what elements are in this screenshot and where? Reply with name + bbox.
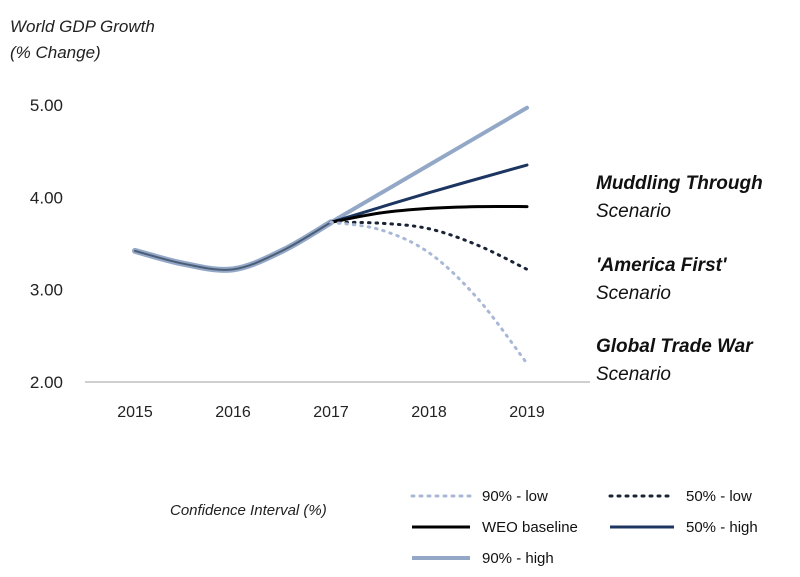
legend-item-90-high: 90% - high — [410, 548, 554, 568]
x-tick-label: 2016 — [215, 404, 251, 421]
annotation-america-first-sub: Scenario — [596, 283, 671, 304]
legend-swatch-90-high — [412, 556, 470, 560]
legend-swatch-baseline — [412, 525, 470, 529]
legend-label-90-high: 90% - high — [482, 549, 554, 567]
annotation-muddling-through-title: Muddling Through — [596, 173, 763, 194]
legend-swatch-50-low — [608, 494, 676, 498]
y-axis-title: World GDP Growth — [10, 17, 155, 36]
y-tick-label: 5.00 — [30, 96, 63, 115]
series-line-p90-high — [329, 105, 529, 225]
legend-label-90-low: 90% - low — [482, 487, 548, 505]
annotation-america-first-title: 'America First' — [596, 255, 727, 276]
legend-item-baseline: WEO baseline — [410, 517, 578, 537]
y-tick-label: 2.00 — [30, 373, 63, 392]
legend-swatch-50-high — [610, 525, 674, 529]
series-line-p50-high — [329, 163, 529, 224]
y-axis-subtitle: (% Change) — [10, 43, 101, 62]
legend-label-baseline: WEO baseline — [482, 518, 578, 536]
legend-swatch-90-low — [410, 494, 472, 498]
x-tick-label: 2018 — [411, 404, 447, 421]
legend-item-90-low: 90% - low — [410, 486, 548, 506]
series-line-p50-low — [329, 220, 529, 271]
history-line-halo — [132, 219, 334, 273]
annotation-global-trade-war: Global Trade War Scenario — [596, 337, 753, 384]
annotation-muddling-through-sub: Scenario — [596, 201, 671, 222]
annotation-muddling-through: Muddling Through Scenario — [596, 174, 763, 221]
x-tick-label: 2017 — [313, 404, 349, 421]
annotation-global-trade-war-sub: Scenario — [596, 364, 671, 385]
annotation-america-first: 'America First' Scenario — [596, 256, 726, 303]
x-tick-label: 2019 — [509, 404, 545, 421]
y-tick-label: 4.00 — [30, 188, 63, 207]
legend-label-50-high: 50% - high — [686, 518, 758, 536]
history-line — [134, 221, 332, 271]
legend-item-50-low: 50% - low — [608, 486, 752, 506]
y-tick-label: 3.00 — [30, 281, 63, 300]
annotation-global-trade-war-title: Global Trade War — [596, 336, 753, 357]
legend-label-50-low: 50% - low — [686, 487, 752, 505]
series-line-baseline — [329, 204, 529, 224]
series-line-p90-low — [329, 220, 529, 366]
x-tick-label: 2015 — [117, 404, 153, 421]
legend-item-50-high: 50% - high — [608, 517, 758, 537]
legend-title: Confidence Interval (%) — [170, 502, 327, 519]
